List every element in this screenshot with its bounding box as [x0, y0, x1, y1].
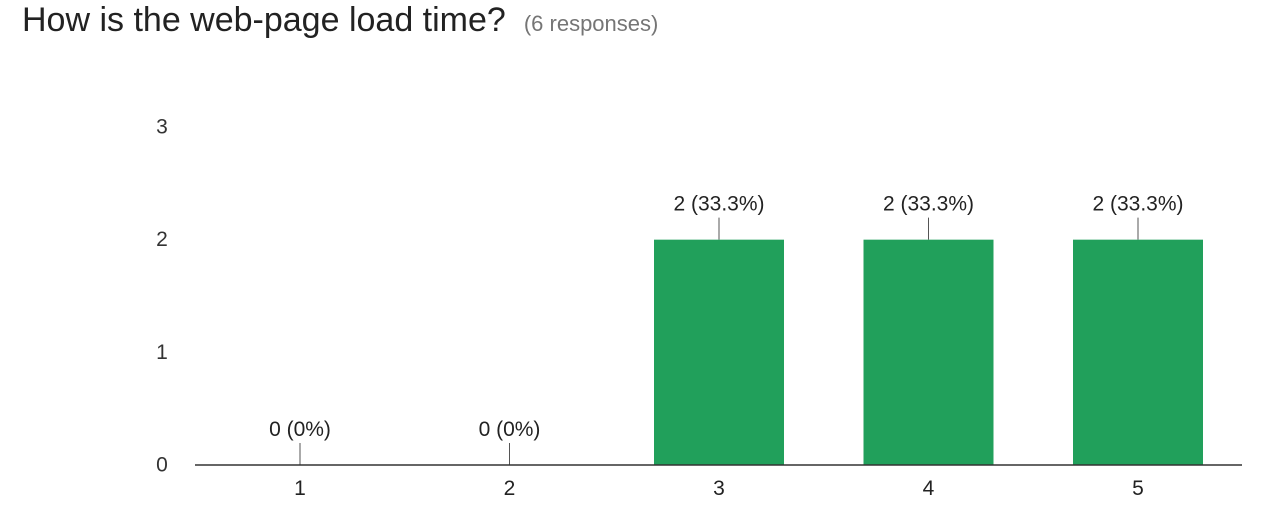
- bars: [654, 239, 1203, 465]
- data-label: 2 (33.3%): [673, 193, 764, 216]
- question-header: How is the web-page load time? (6 respon…: [22, 0, 658, 44]
- data-label: 2 (33.3%): [883, 193, 974, 216]
- bar: [654, 239, 784, 465]
- x-tick-label: 4: [923, 477, 935, 500]
- data-label: 2 (33.3%): [1092, 193, 1183, 216]
- bar: [1073, 239, 1203, 465]
- x-tick-label: 5: [1132, 477, 1144, 500]
- data-label: 0 (0%): [269, 418, 331, 441]
- data-label-leaders: [299, 217, 1139, 465]
- data-labels: 0 (0%) 0 (0%) 2 (33.3%) 2 (33.3%) 2 (33.3%): [269, 193, 1183, 441]
- y-tick-label: 0: [156, 454, 168, 477]
- x-tick-label: 3: [713, 477, 725, 500]
- y-tick-label: 1: [156, 341, 168, 364]
- response-count: (6 responses): [523, 11, 659, 36]
- x-axis-ticks: 1 2 3 4 5: [294, 477, 1144, 500]
- x-tick-label: 1: [294, 477, 306, 500]
- y-axis-ticks: 0 1 2 3: [156, 116, 168, 477]
- y-tick-label: 3: [156, 116, 168, 139]
- x-tick-label: 2: [504, 477, 516, 500]
- bar: [863, 239, 994, 465]
- data-label: 0 (0%): [479, 418, 541, 441]
- question-title: How is the web-page load time?: [22, 1, 506, 39]
- y-tick-label: 2: [156, 228, 168, 251]
